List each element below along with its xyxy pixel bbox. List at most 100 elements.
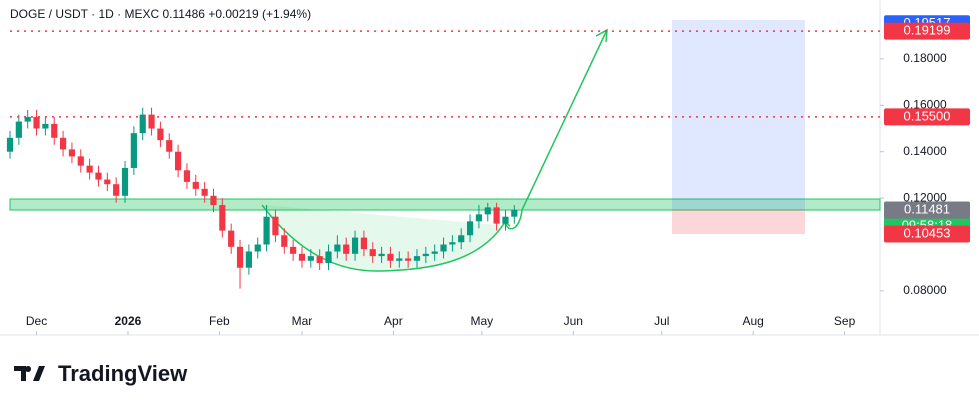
price-label-text: 0.10453 (904, 225, 951, 240)
candle-body (42, 123, 49, 129)
chart-title: DOGE / USDT · 1D · MEXC 0.11486 +0.00219… (10, 7, 311, 21)
candle-body (236, 246, 244, 268)
candle-body (51, 123, 58, 138)
support-zone (9, 198, 881, 211)
x-tick-label: May (471, 314, 494, 328)
candle-body (148, 114, 155, 129)
candle-body (6, 137, 14, 152)
candle-body (369, 249, 376, 257)
candle-body (360, 237, 367, 250)
x-tick-label: Mar (292, 314, 313, 328)
candle-body (121, 167, 129, 196)
candle-body (68, 149, 76, 157)
candle-body (387, 253, 394, 261)
candle-body (378, 253, 385, 257)
candle-body (449, 242, 456, 245)
y-tick-label: 0.18000 (903, 51, 947, 65)
candle-body (210, 195, 217, 206)
candle-body (130, 133, 137, 168)
y-tick-label: 0.12000 (903, 190, 947, 204)
brand: TradingView (14, 361, 188, 386)
candle-body (86, 165, 93, 173)
candle-body (104, 179, 111, 185)
candle-body (325, 251, 332, 264)
candle-body (502, 216, 509, 224)
target-zone (672, 20, 805, 210)
symbol: DOGE / USDT · 1D · MEXC (10, 7, 159, 21)
candle-body (263, 216, 270, 245)
y-tick-label: 0.14000 (903, 144, 947, 158)
x-tick-label: Aug (743, 314, 764, 328)
candle-body (219, 205, 226, 231)
price-label-box (884, 201, 970, 219)
price-label: 0.11481 (884, 202, 970, 219)
candle-body (228, 230, 235, 247)
candle-body (175, 151, 182, 171)
candle-body (440, 244, 447, 252)
candle-body (466, 221, 474, 236)
last-price: 0.11486 (162, 7, 205, 21)
candle-body (405, 258, 412, 261)
candle-body (139, 114, 146, 134)
candle-body (95, 172, 102, 180)
stop-zone (672, 210, 805, 234)
arrow-head (595, 28, 608, 43)
candle-body (24, 116, 31, 122)
x-tick-label: Feb (209, 314, 230, 328)
candle-body (484, 207, 491, 215)
y-tick-label: 0.08000 (903, 283, 947, 297)
candle-body (396, 258, 403, 261)
candle-body (15, 121, 22, 138)
candle-body (413, 256, 421, 261)
price-label: 0.19199 (884, 23, 970, 40)
price-label: 0.15500 (884, 108, 970, 126)
price-label-text: 0.19199 (904, 23, 951, 38)
chart-background (0, 0, 979, 336)
candle-body (334, 244, 341, 252)
price-label-box (884, 225, 970, 243)
candle-body (254, 244, 261, 252)
candle-body (343, 244, 350, 254)
candle-body (77, 156, 84, 166)
candle-body (290, 246, 297, 254)
x-tick-label: Dec (26, 314, 47, 328)
candle-body (281, 235, 288, 247)
cup-pattern (261, 204, 511, 272)
candle-body (351, 237, 359, 254)
candle-body (422, 253, 429, 257)
candle-body (33, 116, 40, 129)
price-label: 0.10453 (884, 225, 970, 243)
candle-body (201, 188, 208, 196)
brand-name: TradingView (58, 361, 188, 386)
candle-body (431, 251, 438, 254)
candle-body (192, 181, 199, 189)
brand-logo (14, 366, 45, 381)
projection-arrow (504, 31, 607, 230)
candle-body (113, 184, 120, 196)
price-label-text: 0.11481 (904, 202, 950, 217)
candle-body (157, 128, 164, 141)
x-tick-label: Apr (384, 314, 403, 328)
price-change: +0.00219 (+1.94%) (208, 7, 311, 21)
candle-body (458, 235, 465, 243)
candle-body (59, 137, 67, 150)
x-tick-label: Jun (564, 314, 583, 328)
candle-body (166, 140, 173, 152)
candle-body (245, 251, 252, 268)
price-label-box (884, 22, 970, 40)
candle-body (493, 207, 500, 224)
candle-body (183, 170, 191, 182)
candle-body (316, 256, 323, 264)
price-label-box (884, 108, 970, 126)
candle-body (298, 253, 306, 261)
price-label-text: 0.15500 (904, 108, 951, 123)
x-tick-label: 2026 (115, 314, 142, 328)
y-tick-label: 0.16000 (903, 97, 947, 111)
x-tick-label: Jul (654, 314, 669, 328)
x-tick-label: Sep (834, 314, 856, 328)
candle-body (307, 256, 314, 261)
candle-body (511, 209, 518, 217)
candle-body (475, 214, 483, 222)
